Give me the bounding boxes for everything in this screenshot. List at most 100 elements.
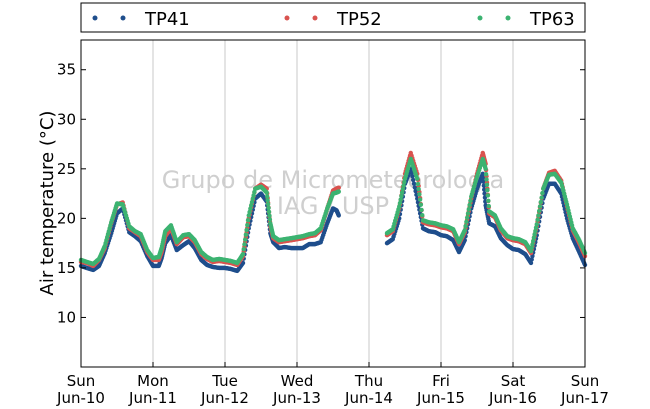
data-point: [265, 194, 270, 199]
data-point: [531, 235, 537, 240]
x-tick-label-day: Tue: [211, 372, 238, 390]
x-tick-label-day: Sun: [571, 372, 600, 390]
data-point: [245, 218, 251, 223]
data-point: [412, 185, 418, 190]
legend-marker: [92, 15, 98, 21]
data-point: [419, 207, 424, 213]
y-tick-label: 35: [57, 61, 76, 79]
vertical-gridlines: [152, 40, 514, 367]
data-point: [411, 181, 417, 186]
data-point: [265, 198, 270, 203]
data-point: [536, 213, 541, 218]
data-point: [336, 213, 341, 218]
data-point: [528, 260, 534, 266]
legend: TP41 TP52 TP63: [80, 2, 586, 33]
data-point: [466, 206, 472, 212]
data-point: [240, 260, 246, 266]
data-point: [248, 203, 254, 208]
data-point: [417, 197, 423, 202]
data-point: [418, 202, 424, 207]
legend-marker: [120, 15, 126, 21]
data-point: [397, 200, 403, 206]
data-point: [336, 185, 341, 190]
x-tick-label-day: Wed: [281, 372, 314, 390]
data-point: [250, 196, 256, 201]
data-point: [415, 176, 420, 181]
data-point: [267, 217, 273, 222]
x-tick-label-date: Jun-17: [560, 389, 609, 407]
data-point: [242, 237, 248, 242]
data-point: [480, 175, 486, 180]
data-point: [266, 205, 271, 211]
data-point: [247, 209, 252, 215]
data-point: [265, 201, 271, 207]
y-tick-label: 20: [57, 209, 76, 227]
data-point: [530, 242, 535, 247]
legend-label-TP63: TP63: [529, 9, 575, 30]
data-point: [264, 190, 269, 195]
data-point: [539, 195, 544, 200]
data-point: [536, 208, 542, 214]
data-point: [400, 186, 406, 192]
data-point: [486, 198, 491, 203]
x-tick-label-day: Mon: [137, 372, 169, 390]
data-point: [267, 213, 272, 218]
x-tick-label-date: Jun-16: [488, 389, 537, 407]
data-point: [540, 190, 545, 196]
data-point: [252, 189, 257, 195]
x-axis: SunJun-10MonJun-11TueJun-12WedJun-13ThuJ…: [56, 362, 609, 407]
data-point: [397, 204, 402, 209]
data-point: [485, 193, 491, 198]
data-point: [481, 179, 486, 184]
data-point: [483, 166, 488, 172]
data-point: [529, 245, 534, 250]
legend-marker: [505, 15, 511, 21]
data-point: [463, 223, 468, 229]
data-point: [528, 248, 534, 254]
data-point: [480, 171, 485, 176]
data-point: [467, 202, 472, 208]
x-tick-label-day: Sat: [501, 372, 526, 390]
data-point: [246, 213, 251, 218]
data-point: [482, 191, 487, 196]
data-point: [468, 198, 473, 203]
data-point: [464, 215, 470, 220]
y-tick-label: 30: [57, 110, 76, 128]
data-point: [410, 174, 415, 179]
data-point: [399, 190, 405, 195]
data-point: [464, 219, 469, 225]
data-point: [243, 232, 249, 237]
y-axis: 10 15 20 25 30 35: [57, 61, 585, 326]
data-point: [417, 192, 422, 197]
plot-frame: [80, 39, 586, 368]
data-points: [78, 150, 588, 274]
data-point: [486, 203, 491, 209]
data-point: [533, 225, 539, 230]
legend-label-TP41: TP41: [144, 9, 190, 30]
data-point: [538, 199, 544, 205]
data-point: [465, 211, 471, 216]
x-tick-label-day: Sun: [67, 372, 96, 390]
data-point: [240, 251, 246, 257]
data-point: [484, 177, 489, 182]
x-tick-label-date: Jun-14: [344, 389, 393, 407]
data-point: [401, 183, 406, 188]
data-point: [537, 204, 543, 209]
legend-items: TP41 TP52 TP63: [92, 9, 575, 30]
data-point: [534, 222, 539, 227]
x-tick-label-date: Jun-10: [56, 389, 105, 407]
series-TP63: [78, 156, 588, 267]
data-point: [485, 187, 490, 193]
y-tick-label: 15: [57, 259, 76, 277]
data-point: [241, 247, 246, 252]
data-point: [420, 212, 425, 218]
data-point: [242, 242, 247, 247]
data-point: [410, 177, 416, 183]
data-point: [244, 227, 249, 233]
x-tick-label-date: Jun-11: [128, 389, 177, 407]
data-point: [248, 206, 253, 211]
y-tick-label: 10: [57, 308, 76, 326]
legend-frame: [80, 2, 586, 33]
legend-marker: [284, 15, 290, 21]
data-point: [532, 232, 537, 237]
